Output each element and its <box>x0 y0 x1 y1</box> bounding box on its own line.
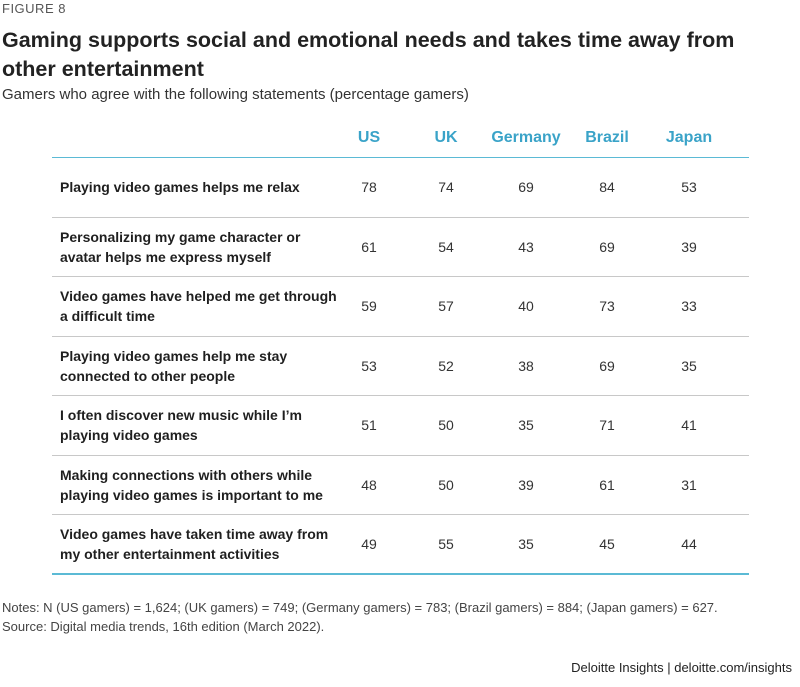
row-label: Making connections with others while pla… <box>60 466 323 503</box>
cell-brazil: 69 <box>599 357 615 374</box>
table-header-row: US UK Germany Brazil Japan <box>52 121 749 158</box>
row-label: Personalizing my game character or avata… <box>60 228 301 265</box>
column-header-brazil: Brazil <box>585 129 629 146</box>
cell-brazil: 69 <box>599 238 615 255</box>
cell-germany: 69 <box>518 179 534 196</box>
chart-title: Gaming supports social and emotional nee… <box>2 28 735 81</box>
table-row: Playing video games helps me relax 78 74 69… <box>52 158 749 218</box>
source-line: Source: Digital media trends, 16th editi… <box>2 619 325 634</box>
cell-us: 61 <box>361 238 377 255</box>
cell-us: 51 <box>361 417 377 434</box>
cell-germany: 39 <box>518 476 534 493</box>
table-row: Personalizing my game character or avata… <box>52 218 749 277</box>
cell-brazil: 73 <box>599 298 615 315</box>
cell-germany: 35 <box>518 535 534 552</box>
footer-credit: Deloitte Insights | deloitte.com/insight… <box>571 660 792 675</box>
data-table: US UK Germany Brazil Japan Playing video gam… <box>52 121 749 575</box>
cell-japan: 33 <box>681 298 697 315</box>
cell-us: 49 <box>361 535 377 552</box>
cell-us: 53 <box>361 357 377 374</box>
cell-brazil: 84 <box>599 179 615 196</box>
table-row: Making connections with others while pla… <box>52 456 749 515</box>
row-label: Video games have helped me get through a… <box>60 288 337 325</box>
cell-germany: 38 <box>518 357 534 374</box>
table-row: Playing video games help me stay connect… <box>52 337 749 396</box>
cell-uk: 50 <box>438 417 454 434</box>
chart-subtitle: Gamers who agree with the following stat… <box>2 86 469 103</box>
cell-brazil: 71 <box>599 417 615 434</box>
cell-germany: 35 <box>518 417 534 434</box>
cell-us: 48 <box>361 476 377 493</box>
cell-japan: 53 <box>681 179 697 196</box>
row-label: I often discover new music while I’m pla… <box>60 407 302 444</box>
cell-uk: 57 <box>438 298 454 315</box>
cell-us: 78 <box>361 179 377 196</box>
table-row: I often discover new music while I’m pla… <box>52 396 749 456</box>
figure-label: FIGURE 8 <box>2 1 66 16</box>
cell-uk: 52 <box>438 357 454 374</box>
cell-brazil: 61 <box>599 476 615 493</box>
cell-us: 59 <box>361 298 377 315</box>
row-label: Playing video games helps me relax <box>60 179 300 196</box>
column-header-us: US <box>357 129 381 146</box>
table-row: Video games have helped me get through a… <box>52 277 749 337</box>
table-row: Video games have taken time away from my… <box>52 515 749 575</box>
cell-uk: 50 <box>438 476 454 493</box>
cell-germany: 43 <box>518 238 534 255</box>
cell-japan: 31 <box>681 476 697 493</box>
notes-line: Notes: N (US gamers) = 1,624; (UK gamers… <box>2 600 718 615</box>
cell-uk: 55 <box>438 535 454 552</box>
column-header-germany: Germany <box>491 129 561 146</box>
cell-japan: 35 <box>681 357 697 374</box>
cell-uk: 74 <box>438 179 454 196</box>
cell-brazil: 45 <box>599 535 615 552</box>
cell-japan: 41 <box>681 417 697 434</box>
table-body: Playing video games helps me relax 78 74 69… <box>52 158 749 575</box>
column-header-japan: Japan <box>665 129 713 146</box>
cell-germany: 40 <box>518 298 534 315</box>
column-header-uk: UK <box>434 129 458 146</box>
row-label: Video games have taken time away from my… <box>60 525 329 562</box>
cell-japan: 44 <box>681 535 697 552</box>
cell-japan: 39 <box>681 238 697 255</box>
cell-uk: 54 <box>438 238 454 255</box>
row-label: Playing video games help me stay connect… <box>60 347 288 384</box>
notes: Notes: N (US gamers) = 1,624; (UK gamers… <box>2 598 718 636</box>
